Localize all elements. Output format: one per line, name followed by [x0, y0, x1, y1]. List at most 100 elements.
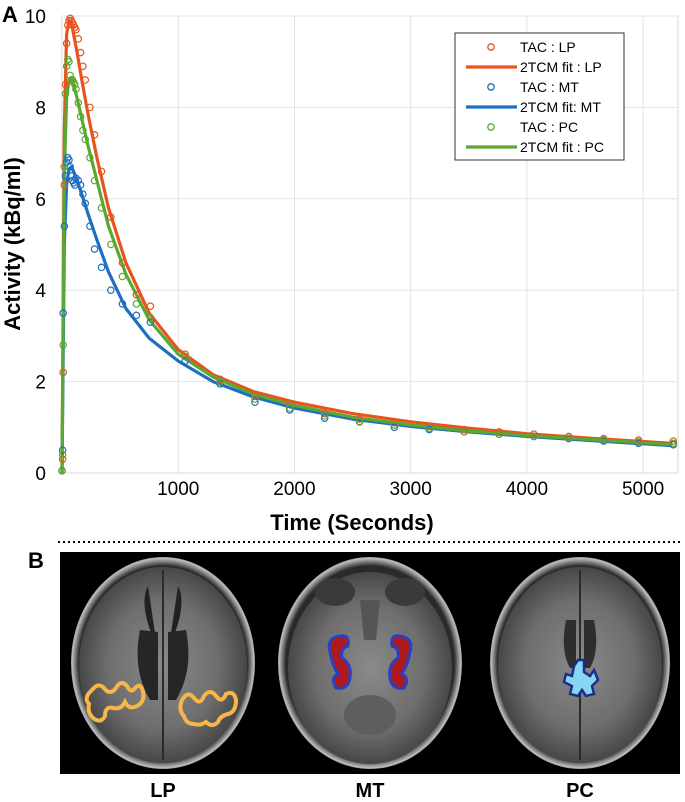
legend-marker [487, 123, 495, 131]
data-point-tac-mt [67, 172, 76, 180]
data-point-tac-lp [390, 418, 399, 427]
data-point-tac-lp [60, 181, 69, 189]
data-point-tac-pc [634, 438, 643, 446]
data-point-tac-mt [74, 176, 83, 185]
data-point-tac-mt [251, 398, 259, 406]
data-point-tac-mt [86, 222, 94, 231]
data-point-tac-pc [72, 85, 80, 93]
brain-panel [60, 552, 680, 774]
lp-roi-right [178, 690, 239, 727]
data-point-tac-mt [81, 199, 90, 208]
data-point-tac-pc [65, 57, 73, 66]
data-point-tac-pc [669, 439, 678, 448]
data-point-tac-pc [355, 417, 364, 426]
data-point-tac-mt [97, 263, 106, 272]
data-point-tac-pc [530, 432, 538, 441]
legend-marker [487, 83, 495, 91]
data-point-tac-pc [495, 430, 503, 438]
data-point-tac-mt [90, 245, 99, 253]
y-tick-label: 0 [35, 464, 46, 485]
data-point-tac-pc [181, 352, 190, 361]
data-point-tac-mt [118, 300, 127, 308]
x-tick-labels: 1000 2000 3000 4000 5000 [157, 479, 664, 500]
y-axis-title: Activity (kBq/ml) [0, 157, 25, 331]
data-point-tac-pc [58, 466, 66, 475]
data-point-tac-lp [76, 48, 85, 57]
data-point-tac-lp [669, 437, 678, 445]
data-point-tac-mt [59, 309, 67, 317]
data-point-tac-mt [132, 311, 141, 320]
data-point-tac-lp [320, 409, 329, 418]
data-point-tac-lp [86, 103, 94, 112]
data-point-tac-lp [97, 167, 106, 176]
data-point-tac-pc [58, 450, 67, 459]
data-point-tac-mt [76, 181, 85, 189]
mt-roi-left [327, 634, 352, 690]
panel-b-label: B [28, 548, 44, 573]
x-tick-label: 5000 [622, 479, 664, 500]
x-tick-label: 2000 [273, 479, 315, 500]
legend: TAC : LP 2TCM fit : LP TAC : MT 2TCM fit: M… [454, 32, 625, 161]
data-point-tac-mt [181, 357, 190, 365]
data-point-tac-pc [90, 176, 99, 185]
data-point-tac-pc [79, 126, 87, 135]
data-point-tac-pc [59, 341, 67, 349]
data-point-tac-pc [86, 153, 94, 162]
data-point-tac-mt [65, 156, 73, 164]
legend-label: 2TCM fit : LP [520, 59, 602, 75]
panel-a-label: A [2, 2, 18, 27]
data-point-tac-lp [132, 290, 141, 299]
legend-label: TAC : PC [520, 119, 578, 135]
data-point-tac-pc [216, 377, 224, 386]
data-point-tac-pc [132, 300, 141, 308]
x-axis-title: Time (Seconds) [270, 510, 433, 535]
data-point-tac-lp [74, 35, 83, 43]
data-point-tac-mt [60, 222, 69, 231]
data-point-tac-mt [146, 318, 155, 326]
data-point-tac-lp [58, 455, 67, 464]
mt-roi-right [388, 634, 413, 690]
data-point-tac-pc [61, 89, 70, 98]
data-point-tac-pc [460, 428, 468, 436]
legend-label: TAC : MT [520, 79, 579, 95]
legend-label: TAC : LP [520, 39, 576, 55]
brain-image-pc [490, 557, 670, 769]
pc-roi [562, 658, 600, 698]
gridlines [62, 15, 678, 473]
data-point-tac-lp [118, 258, 127, 267]
lp-roi-left [84, 681, 146, 723]
data-point-tac-lp [79, 62, 87, 71]
y-tick-label: 8 [35, 98, 46, 119]
legend-label: 2TCM fit : PC [520, 139, 604, 155]
data-point-tac-mt [107, 286, 115, 295]
data-point-tac-mt [72, 174, 80, 183]
data-point-tac-lp [146, 302, 155, 310]
series-markers [58, 14, 678, 475]
y-tick-label: 2 [35, 373, 46, 394]
data-point-tac-lp [460, 425, 468, 434]
y-tick-labels: 0 2 4 6 8 10 [25, 7, 47, 485]
data-point-tac-lp [530, 430, 538, 438]
data-point-tac-lp [107, 213, 115, 221]
x-tick-label: 3000 [390, 479, 432, 500]
x-tick-label: 1000 [157, 479, 199, 500]
data-point-tac-lp [286, 400, 294, 409]
data-point-tac-pc [425, 424, 434, 433]
data-point-tac-lp [90, 131, 99, 139]
data-point-tac-lp [216, 375, 224, 384]
brain-label-lp: LP [150, 780, 176, 802]
data-point-tac-pc [66, 71, 74, 80]
data-point-tac-pc [74, 99, 83, 107]
data-point-tac-pc [70, 80, 79, 89]
data-point-tac-pc [97, 204, 106, 212]
data-point-tac-mt [79, 190, 87, 199]
data-point-tac-pc [76, 112, 85, 121]
data-point-tac-pc [81, 135, 90, 144]
data-point-tac-lp [495, 428, 503, 436]
data-point-tac-pc [599, 436, 608, 444]
data-point-tac-pc [251, 395, 259, 403]
data-point-tac-pc [62, 62, 71, 71]
legend-label: 2TCM fit: MT [520, 99, 601, 115]
data-point-tac-lp [61, 80, 70, 89]
data-point-tac-lp [355, 415, 364, 423]
